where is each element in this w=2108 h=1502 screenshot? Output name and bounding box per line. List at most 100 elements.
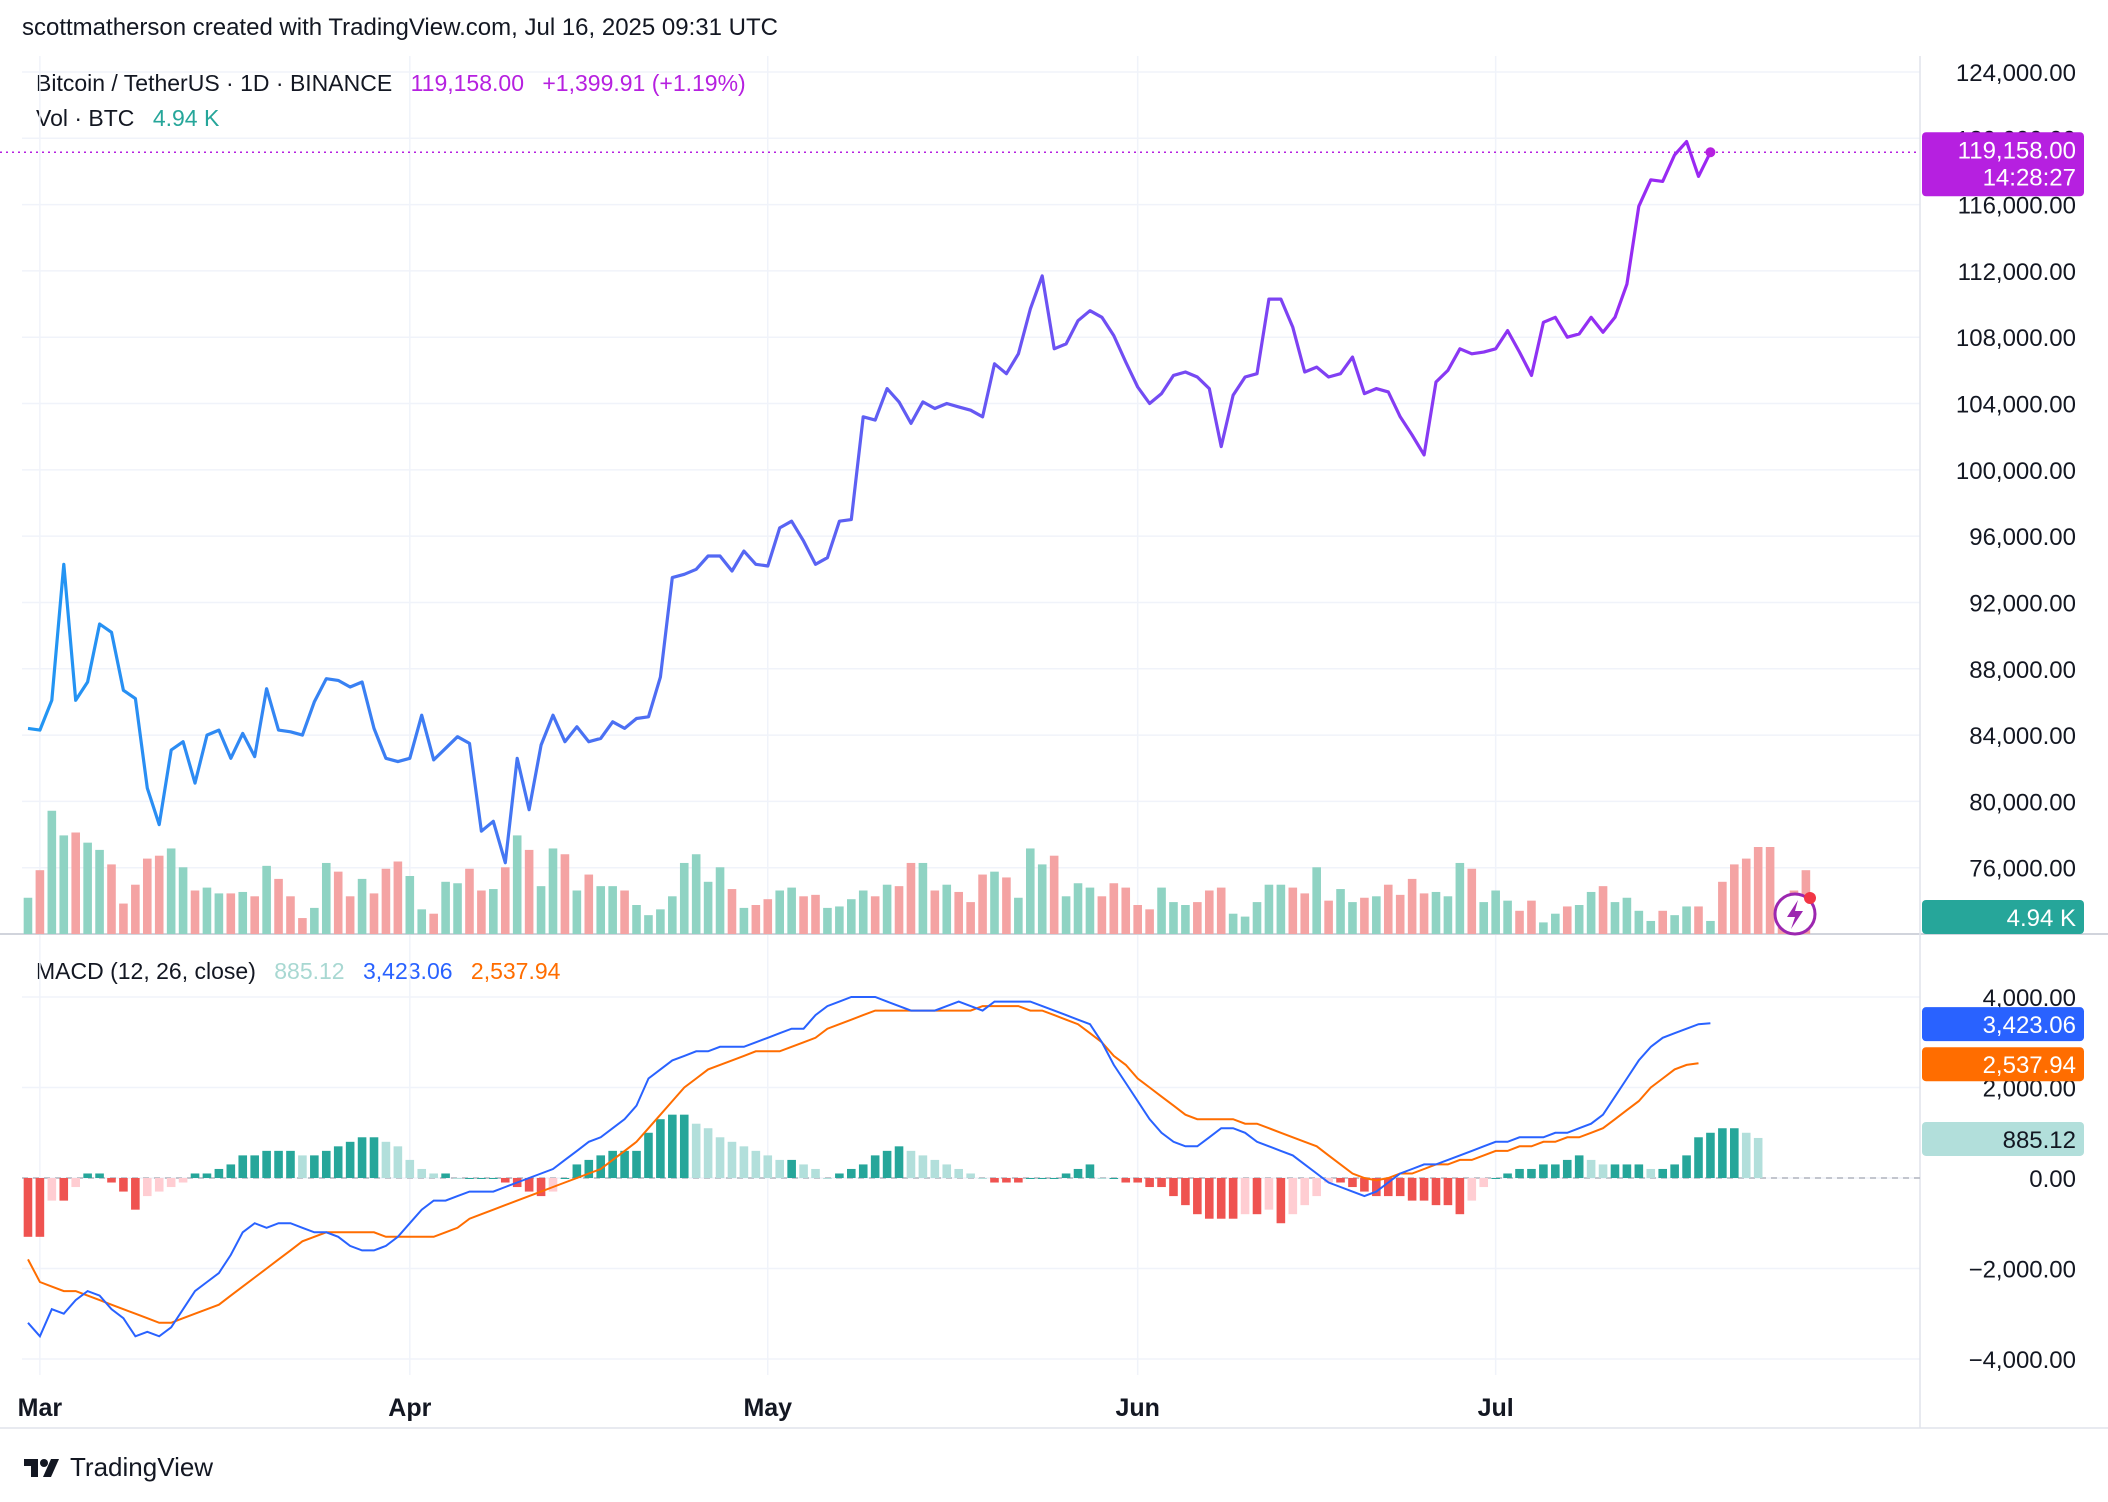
macd-histogram-bar bbox=[644, 1132, 653, 1178]
macd-histogram-bar bbox=[1372, 1178, 1381, 1197]
volume-bar bbox=[1407, 878, 1417, 934]
macd-signal-line bbox=[27, 1005, 1699, 1324]
macd-histogram-bar bbox=[1336, 1178, 1345, 1183]
volume-bar bbox=[608, 886, 617, 934]
macd-histogram-bar bbox=[1360, 1178, 1369, 1192]
volume-bar bbox=[238, 891, 248, 934]
volume-bar bbox=[429, 913, 438, 934]
macd-histogram-bar bbox=[656, 1119, 665, 1178]
volume-bar bbox=[1551, 913, 1560, 934]
macd-histogram-bar bbox=[1109, 1178, 1119, 1179]
volume-value: 4.94 K bbox=[152, 105, 220, 131]
volume-bar bbox=[1455, 862, 1465, 934]
macd-line-badge-bg bbox=[1922, 1007, 2084, 1042]
macd-histogram-bar bbox=[811, 1168, 820, 1178]
volume-bar bbox=[1491, 890, 1500, 934]
volume-bar bbox=[131, 884, 140, 934]
macd-histogram-bar bbox=[441, 1173, 450, 1178]
volume-legend: Vol · BTC 4.94 K bbox=[36, 105, 219, 132]
volume-bar bbox=[1718, 881, 1727, 934]
macd-histogram-bar bbox=[333, 1146, 343, 1178]
volume-bar bbox=[1646, 920, 1656, 934]
macd-histogram-bar bbox=[679, 1114, 689, 1178]
macd-histogram-bar bbox=[1551, 1164, 1560, 1178]
volume-bar bbox=[1765, 847, 1775, 934]
macd-histogram-bar bbox=[83, 1173, 92, 1178]
volume-bar bbox=[1097, 896, 1107, 934]
macd-histogram-bar bbox=[906, 1150, 916, 1178]
volume-bar bbox=[1014, 897, 1023, 934]
volume-bar bbox=[95, 849, 104, 934]
volume-bar bbox=[500, 867, 510, 934]
macd-histogram-bar bbox=[1312, 1178, 1321, 1197]
macd-signal-value: 2,537.94 bbox=[470, 958, 561, 984]
macd-histogram-bar bbox=[1073, 1168, 1083, 1178]
macd-histogram-bar bbox=[918, 1155, 928, 1178]
macd-histogram-bar bbox=[1157, 1178, 1166, 1188]
macd-hist-badge-bg bbox=[1922, 1121, 2084, 1156]
macd-histogram-bar bbox=[1097, 1178, 1107, 1179]
volume-bar bbox=[1610, 902, 1620, 934]
macd-histogram-bar bbox=[286, 1150, 295, 1178]
macd-histogram-bar bbox=[202, 1173, 212, 1178]
volume-bar bbox=[345, 896, 355, 934]
macd-histogram-bar bbox=[500, 1178, 510, 1183]
macd-tick-label: −2,000.00 bbox=[1969, 1256, 2076, 1283]
macd-histogram-bar bbox=[727, 1141, 737, 1178]
notification-dot bbox=[1804, 892, 1816, 904]
macd-histogram-bar bbox=[835, 1173, 844, 1178]
macd-histogram-bar bbox=[978, 1178, 987, 1179]
macd-histogram-bar bbox=[393, 1146, 403, 1178]
macd-histogram-bar bbox=[321, 1150, 331, 1178]
volume-bar bbox=[1157, 887, 1166, 934]
macd-histogram-bar bbox=[47, 1178, 57, 1201]
volume-bar bbox=[978, 874, 987, 934]
volume-bar bbox=[453, 883, 462, 934]
macd-hist-badge: 885.12 bbox=[1922, 1121, 2084, 1156]
macd-histogram-bar bbox=[417, 1168, 427, 1178]
volume-bar bbox=[1443, 896, 1453, 934]
volume-bar bbox=[715, 867, 725, 934]
volume-bar bbox=[930, 890, 940, 934]
macd-histogram-bar bbox=[1598, 1164, 1608, 1178]
macd-histogram-bar bbox=[1646, 1168, 1656, 1178]
volume-bar bbox=[751, 905, 761, 934]
macd-histogram-bar bbox=[1014, 1178, 1023, 1183]
macd-histogram-bar bbox=[1730, 1128, 1739, 1178]
volume-bar bbox=[918, 862, 928, 934]
volume-bar bbox=[1682, 906, 1691, 934]
price-tick-label: 112,000.00 bbox=[1958, 259, 2076, 286]
lightning-icon[interactable] bbox=[1773, 892, 1817, 936]
volume-bar bbox=[1002, 877, 1011, 934]
macd-histogram-bar bbox=[1622, 1164, 1632, 1178]
volume-bar bbox=[1216, 887, 1226, 934]
volume-badge-bg bbox=[1922, 900, 2084, 934]
macd-histogram-bar bbox=[715, 1137, 725, 1178]
volume-badge: 4.94 K bbox=[1922, 900, 2084, 934]
macd-histogram-bar bbox=[1479, 1178, 1489, 1188]
x-tick-label: Jul bbox=[1478, 1394, 1514, 1422]
macd-histogram-bar bbox=[154, 1178, 164, 1192]
macd-histogram-bar bbox=[763, 1155, 773, 1178]
volume-bar bbox=[441, 881, 450, 934]
x-axis-ticks: Mar Apr May Jun Jul bbox=[18, 1394, 1514, 1422]
macd-histogram-bar bbox=[250, 1155, 259, 1178]
macd-histogram-bar bbox=[1085, 1164, 1095, 1178]
volume-bar bbox=[357, 878, 367, 934]
macd-legend: MACD (12, 26, close) 885.12 3,423.06 2,5… bbox=[36, 958, 560, 985]
macd-histogram-bar bbox=[1741, 1132, 1751, 1178]
volume-bar bbox=[620, 890, 629, 934]
volume-bar bbox=[811, 894, 820, 934]
volume-bar bbox=[190, 890, 200, 934]
volume-bar bbox=[1634, 910, 1644, 934]
volume-bar bbox=[1670, 915, 1679, 934]
volume-bar bbox=[656, 909, 665, 934]
macd-histogram-bar bbox=[1383, 1178, 1393, 1197]
x-tick-label: Jun bbox=[1115, 1394, 1159, 1422]
volume-bar bbox=[1336, 889, 1345, 934]
macd-histogram-bar bbox=[1718, 1128, 1727, 1178]
macd-histogram-bar bbox=[930, 1159, 940, 1178]
volume-bar bbox=[763, 899, 773, 934]
macd-histogram-bar bbox=[477, 1178, 486, 1179]
